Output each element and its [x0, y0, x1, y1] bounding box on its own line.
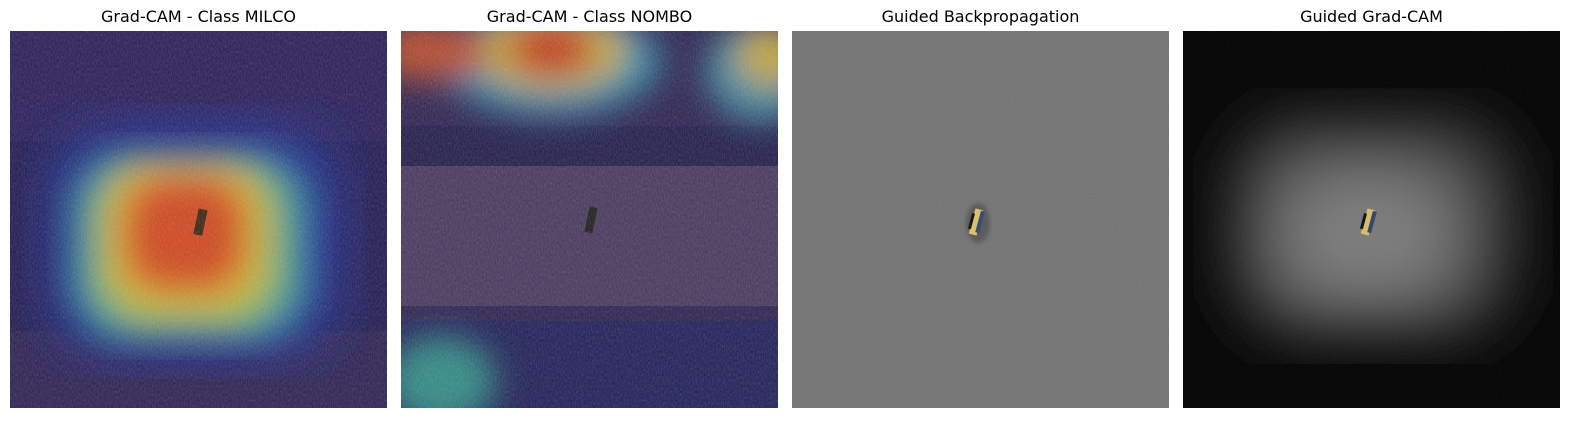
guided-gradcam-image — [1183, 31, 1560, 408]
gradcam-milco-image — [10, 31, 387, 408]
panel-title: Grad-CAM - Class MILCO — [101, 7, 296, 26]
gradcam-nombo-image — [401, 31, 778, 408]
panel-title: Guided Backpropagation — [881, 7, 1080, 26]
panel-title: Grad-CAM - Class NOMBO — [486, 7, 693, 26]
panel-gradcam-milco: Grad-CAM - Class MILCO — [10, 0, 387, 423]
panel-guided-gradcam: Guided Grad-CAM — [1183, 0, 1560, 423]
panel-guided-backprop: Guided Backpropagation — [792, 0, 1169, 423]
panel-title: Guided Grad-CAM — [1300, 7, 1443, 26]
guided-backprop-image — [792, 31, 1169, 408]
panel-gradcam-nombo: Grad-CAM - Class NOMBO — [401, 0, 778, 423]
